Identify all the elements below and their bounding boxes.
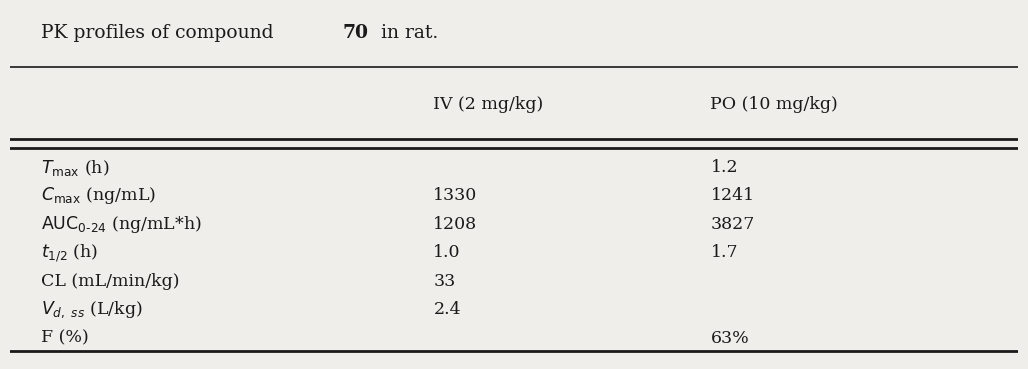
- Text: $t_{1/2}$ (h): $t_{1/2}$ (h): [40, 242, 98, 263]
- Text: 3827: 3827: [710, 216, 755, 233]
- Text: 1208: 1208: [434, 216, 478, 233]
- Text: PK profiles of compound: PK profiles of compound: [40, 24, 279, 42]
- Text: 2.4: 2.4: [434, 301, 461, 318]
- Text: CL (mL/min/kg): CL (mL/min/kg): [40, 273, 179, 290]
- Text: in rat.: in rat.: [375, 24, 438, 42]
- Text: $V_{d,\ ss}$ (L/kg): $V_{d,\ ss}$ (L/kg): [40, 299, 142, 320]
- Text: 33: 33: [434, 273, 455, 290]
- Text: 63%: 63%: [710, 330, 749, 346]
- Text: $T_{\mathrm{max}}$ (h): $T_{\mathrm{max}}$ (h): [40, 158, 109, 177]
- Text: 1.2: 1.2: [710, 159, 738, 176]
- Text: PO (10 mg/kg): PO (10 mg/kg): [710, 96, 838, 113]
- Text: 1241: 1241: [710, 187, 755, 204]
- Text: 1.0: 1.0: [434, 244, 461, 261]
- Text: $C_{\mathrm{max}}$ (ng/mL): $C_{\mathrm{max}}$ (ng/mL): [40, 186, 155, 207]
- Text: $\mathrm{AUC}_{0\text{-}24}$ (ng/mL*h): $\mathrm{AUC}_{0\text{-}24}$ (ng/mL*h): [40, 214, 201, 235]
- Text: 1.7: 1.7: [710, 244, 738, 261]
- Text: F (%): F (%): [40, 330, 88, 346]
- Text: 1330: 1330: [434, 187, 478, 204]
- Text: IV (2 mg/kg): IV (2 mg/kg): [434, 96, 544, 113]
- Text: 70: 70: [342, 24, 368, 42]
